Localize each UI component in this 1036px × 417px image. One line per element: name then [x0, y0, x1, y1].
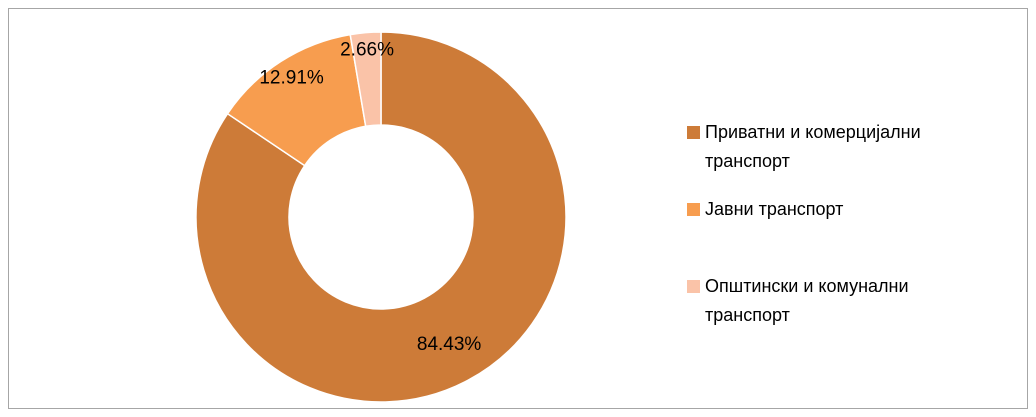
legend-label: Јавни транспорт: [705, 199, 844, 219]
data-label: 2.66%: [340, 40, 394, 61]
data-label: 12.91%: [259, 67, 324, 88]
legend-item: Општински и комунални транспорт: [687, 272, 995, 330]
legend-label: Општински и комунални транспорт: [705, 276, 909, 325]
data-label: 84.43%: [417, 334, 482, 355]
legend-item: Приватни и комерцијални транспорт: [687, 118, 995, 176]
donut-slice: [349, 31, 382, 128]
legend-label: Приватни и комерцијални транспорт: [705, 122, 921, 171]
donut-slice: [195, 31, 567, 403]
legend-item: Јавни транспорт: [687, 195, 995, 224]
legend-swatch: [687, 280, 700, 293]
legend-swatch: [687, 126, 700, 139]
legend-swatch: [687, 203, 700, 216]
